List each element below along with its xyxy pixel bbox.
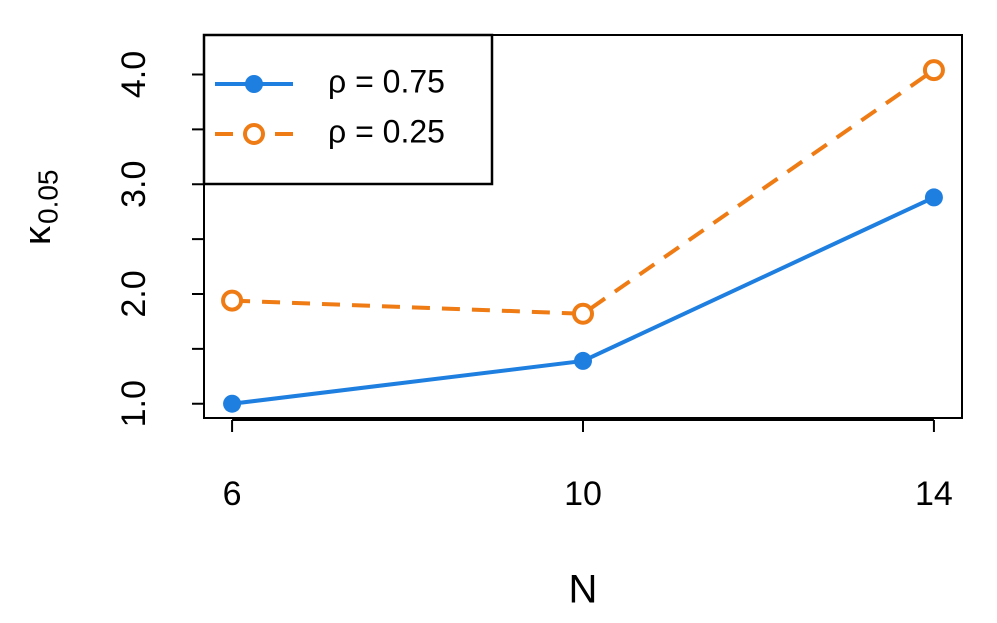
x-tick-label: 6 — [223, 475, 242, 513]
y-tick-label: 3.0 — [115, 161, 153, 208]
legend-marker — [245, 75, 263, 93]
legend-marker — [243, 123, 265, 145]
y-axis-label-group: κ 0.05 — [17, 170, 63, 246]
y-axis-label-subscript: 0.05 — [32, 170, 63, 225]
legend-box — [202, 33, 494, 186]
series-point — [572, 302, 594, 325]
x-tick-label: 14 — [915, 475, 953, 513]
legend-label: ρ = 0.25 — [328, 113, 445, 149]
x-axis-label: N — [569, 568, 598, 612]
legend-label: ρ = 0.75 — [328, 63, 445, 99]
series-point — [221, 289, 244, 312]
series-point — [574, 351, 592, 370]
x-tick-label: 10 — [564, 475, 602, 513]
y-tick-label: 2.0 — [115, 270, 153, 317]
series-point — [223, 394, 242, 413]
series-line — [231, 195, 935, 406]
series-point — [922, 59, 945, 82]
series-point — [924, 188, 943, 207]
series-line — [231, 68, 936, 316]
y-axis-label: κ — [17, 225, 59, 245]
y-tick-label: 4.0 — [115, 51, 153, 98]
y-tick-label: 1.0 — [115, 380, 153, 427]
